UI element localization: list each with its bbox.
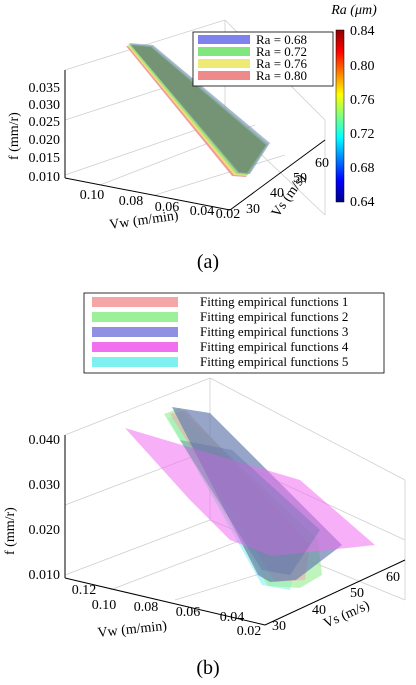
chart-a: 0.035 0.030 0.025 0.020 0.015 0.010 f (m… bbox=[7, 3, 377, 273]
chart-a-vw-tick: 0.08 bbox=[119, 194, 144, 209]
chart-a-vw-ticks: 0.10 0.08 0.06 0.04 0.02 bbox=[80, 188, 241, 222]
chart-b-legend-swatch bbox=[92, 342, 178, 352]
chart-a-vw-axis bbox=[64, 177, 231, 211]
chart-a-legend-swatch bbox=[198, 47, 250, 56]
chart-b-legend-entry: Fitting empirical functions 1 bbox=[200, 294, 348, 309]
chart-b: Fitting empirical functions 1 Fitting em… bbox=[3, 292, 406, 679]
chart-a-f-tick: 0.010 bbox=[29, 170, 61, 185]
chart-a-f-tick: 0.035 bbox=[29, 81, 61, 96]
chart-b-f-tick: 0.040 bbox=[29, 433, 61, 448]
chart-b-legend-entry: Fitting empirical functions 4 bbox=[200, 339, 349, 354]
chart-a-vs-axis bbox=[229, 139, 326, 211]
chart-a-legend-swatch bbox=[198, 59, 250, 68]
chart-a-vs-ticks: 30 40 50 60 bbox=[246, 156, 329, 217]
chart-b-vs-ticks: 30 40 50 60 bbox=[272, 570, 400, 634]
chart-a-f-tick: 0.020 bbox=[29, 133, 61, 148]
chart-b-f-tick: 0.010 bbox=[29, 568, 61, 583]
chart-b-vw-axis bbox=[64, 577, 266, 626]
chart-a-colorbar-tick: 0.80 bbox=[350, 59, 375, 74]
chart-a-legend-entry: Ra = 0.76 bbox=[256, 56, 308, 71]
chart-a-vs-tick: 30 bbox=[246, 202, 260, 217]
chart-a-f-tick: 0.015 bbox=[29, 151, 61, 166]
chart-b-legend-entry: Fitting empirical functions 2 bbox=[200, 309, 348, 324]
chart-b-vw-tick: 0.08 bbox=[134, 600, 159, 615]
chart-b-vw-tick: 0.04 bbox=[220, 610, 245, 625]
chart-b-vw-tick: 0.02 bbox=[237, 624, 262, 639]
chart-b-caption: (b) bbox=[196, 657, 219, 679]
chart-a-caption: (a) bbox=[197, 251, 219, 273]
chart-b-surface-3-overlay bbox=[180, 440, 320, 575]
chart-b-legend-entry: Fitting empirical functions 5 bbox=[200, 354, 348, 369]
chart-b-legend: Fitting empirical functions 1 Fitting em… bbox=[83, 292, 385, 374]
chart-a-vw-tick: 0.10 bbox=[80, 188, 105, 203]
chart-b-surface-4 bbox=[125, 428, 375, 556]
chart-b-legend-swatch bbox=[92, 357, 178, 367]
chart-a-vs-tick: 50 bbox=[293, 171, 307, 186]
chart-b-vw-ticks: 0.12 0.10 0.08 0.06 0.04 0.02 bbox=[72, 583, 262, 639]
chart-a-vw-tick: 0.04 bbox=[190, 204, 215, 219]
chart-a-colorbar-tick: 0.64 bbox=[350, 195, 375, 210]
chart-a-f-tick: 0.025 bbox=[29, 115, 61, 130]
chart-a-vw-tick: 0.02 bbox=[216, 207, 241, 222]
chart-a-surfaces bbox=[126, 43, 270, 177]
chart-b-legend-swatch bbox=[92, 312, 178, 322]
chart-a-vw-label: Vw (m/min) bbox=[108, 208, 179, 233]
chart-a-legend-entry: Ra = 0.72 bbox=[256, 44, 307, 59]
chart-b-vs-tick: 30 bbox=[272, 619, 286, 634]
chart-a-legend-entry: Ra = 0.68 bbox=[256, 32, 307, 47]
chart-b-f-label: f (mm/r) bbox=[3, 507, 18, 555]
chart-a-colorbar-tick: 0.72 bbox=[350, 127, 375, 142]
chart-a-vs-tick: 40 bbox=[270, 186, 284, 201]
chart-b-surfaces bbox=[125, 407, 375, 590]
chart-b-legend-entry: Fitting empirical functions 3 bbox=[200, 324, 348, 339]
chart-a-colorbar-label: Ra (μm) bbox=[330, 3, 377, 18]
chart-a-legend-swatch bbox=[198, 71, 250, 80]
chart-a-legend-swatch bbox=[198, 35, 250, 44]
chart-a-f-ticks: 0.035 0.030 0.025 0.020 0.015 0.010 bbox=[29, 81, 61, 185]
chart-b-vs-tick: 50 bbox=[350, 586, 364, 601]
chart-b-f-tick: 0.030 bbox=[29, 478, 61, 493]
chart-a-vs-tick: 60 bbox=[315, 156, 329, 171]
chart-b-vs-axis bbox=[264, 559, 406, 626]
chart-b-vs-tick: 40 bbox=[312, 603, 326, 618]
chart-b-f-ticks: 0.040 0.030 0.020 0.010 bbox=[29, 433, 61, 583]
chart-a-colorbar-tick: 0.76 bbox=[350, 93, 375, 108]
chart-b-f-tick: 0.020 bbox=[29, 523, 61, 538]
chart-a-colorbar-tick: 0.68 bbox=[350, 161, 375, 176]
chart-b-vw-tick: 0.12 bbox=[72, 583, 97, 598]
chart-a-f-tick: 0.030 bbox=[29, 98, 61, 113]
chart-b-legend-swatch bbox=[92, 297, 178, 307]
chart-b-legend-swatch bbox=[92, 327, 178, 337]
chart-b-vw-label: Vw (m/min) bbox=[97, 619, 168, 641]
chart-a-legend: Ra = 0.68 Ra = 0.72 Ra = 0.76 Ra = 0.80 bbox=[192, 31, 334, 87]
chart-a-colorbar: Ra (μm) 0.84 0.80 0.76 0.72 0.68 0.64 bbox=[330, 3, 377, 210]
chart-b-vs-label: Vs (m/s) bbox=[322, 598, 373, 632]
chart-a-vw-tick: 0.06 bbox=[155, 200, 180, 215]
chart-b-vw-tick: 0.06 bbox=[176, 605, 201, 620]
chart-a-surface-overlay bbox=[131, 45, 266, 173]
chart-a-colorbar-tick: 0.84 bbox=[350, 24, 375, 39]
chart-b-vs-tick: 60 bbox=[386, 570, 400, 585]
chart-a-f-label: f (mm/r) bbox=[7, 112, 22, 160]
chart-a-legend-entry: Ra = 0.80 bbox=[256, 68, 307, 83]
chart-b-vw-tick: 0.10 bbox=[92, 598, 117, 613]
